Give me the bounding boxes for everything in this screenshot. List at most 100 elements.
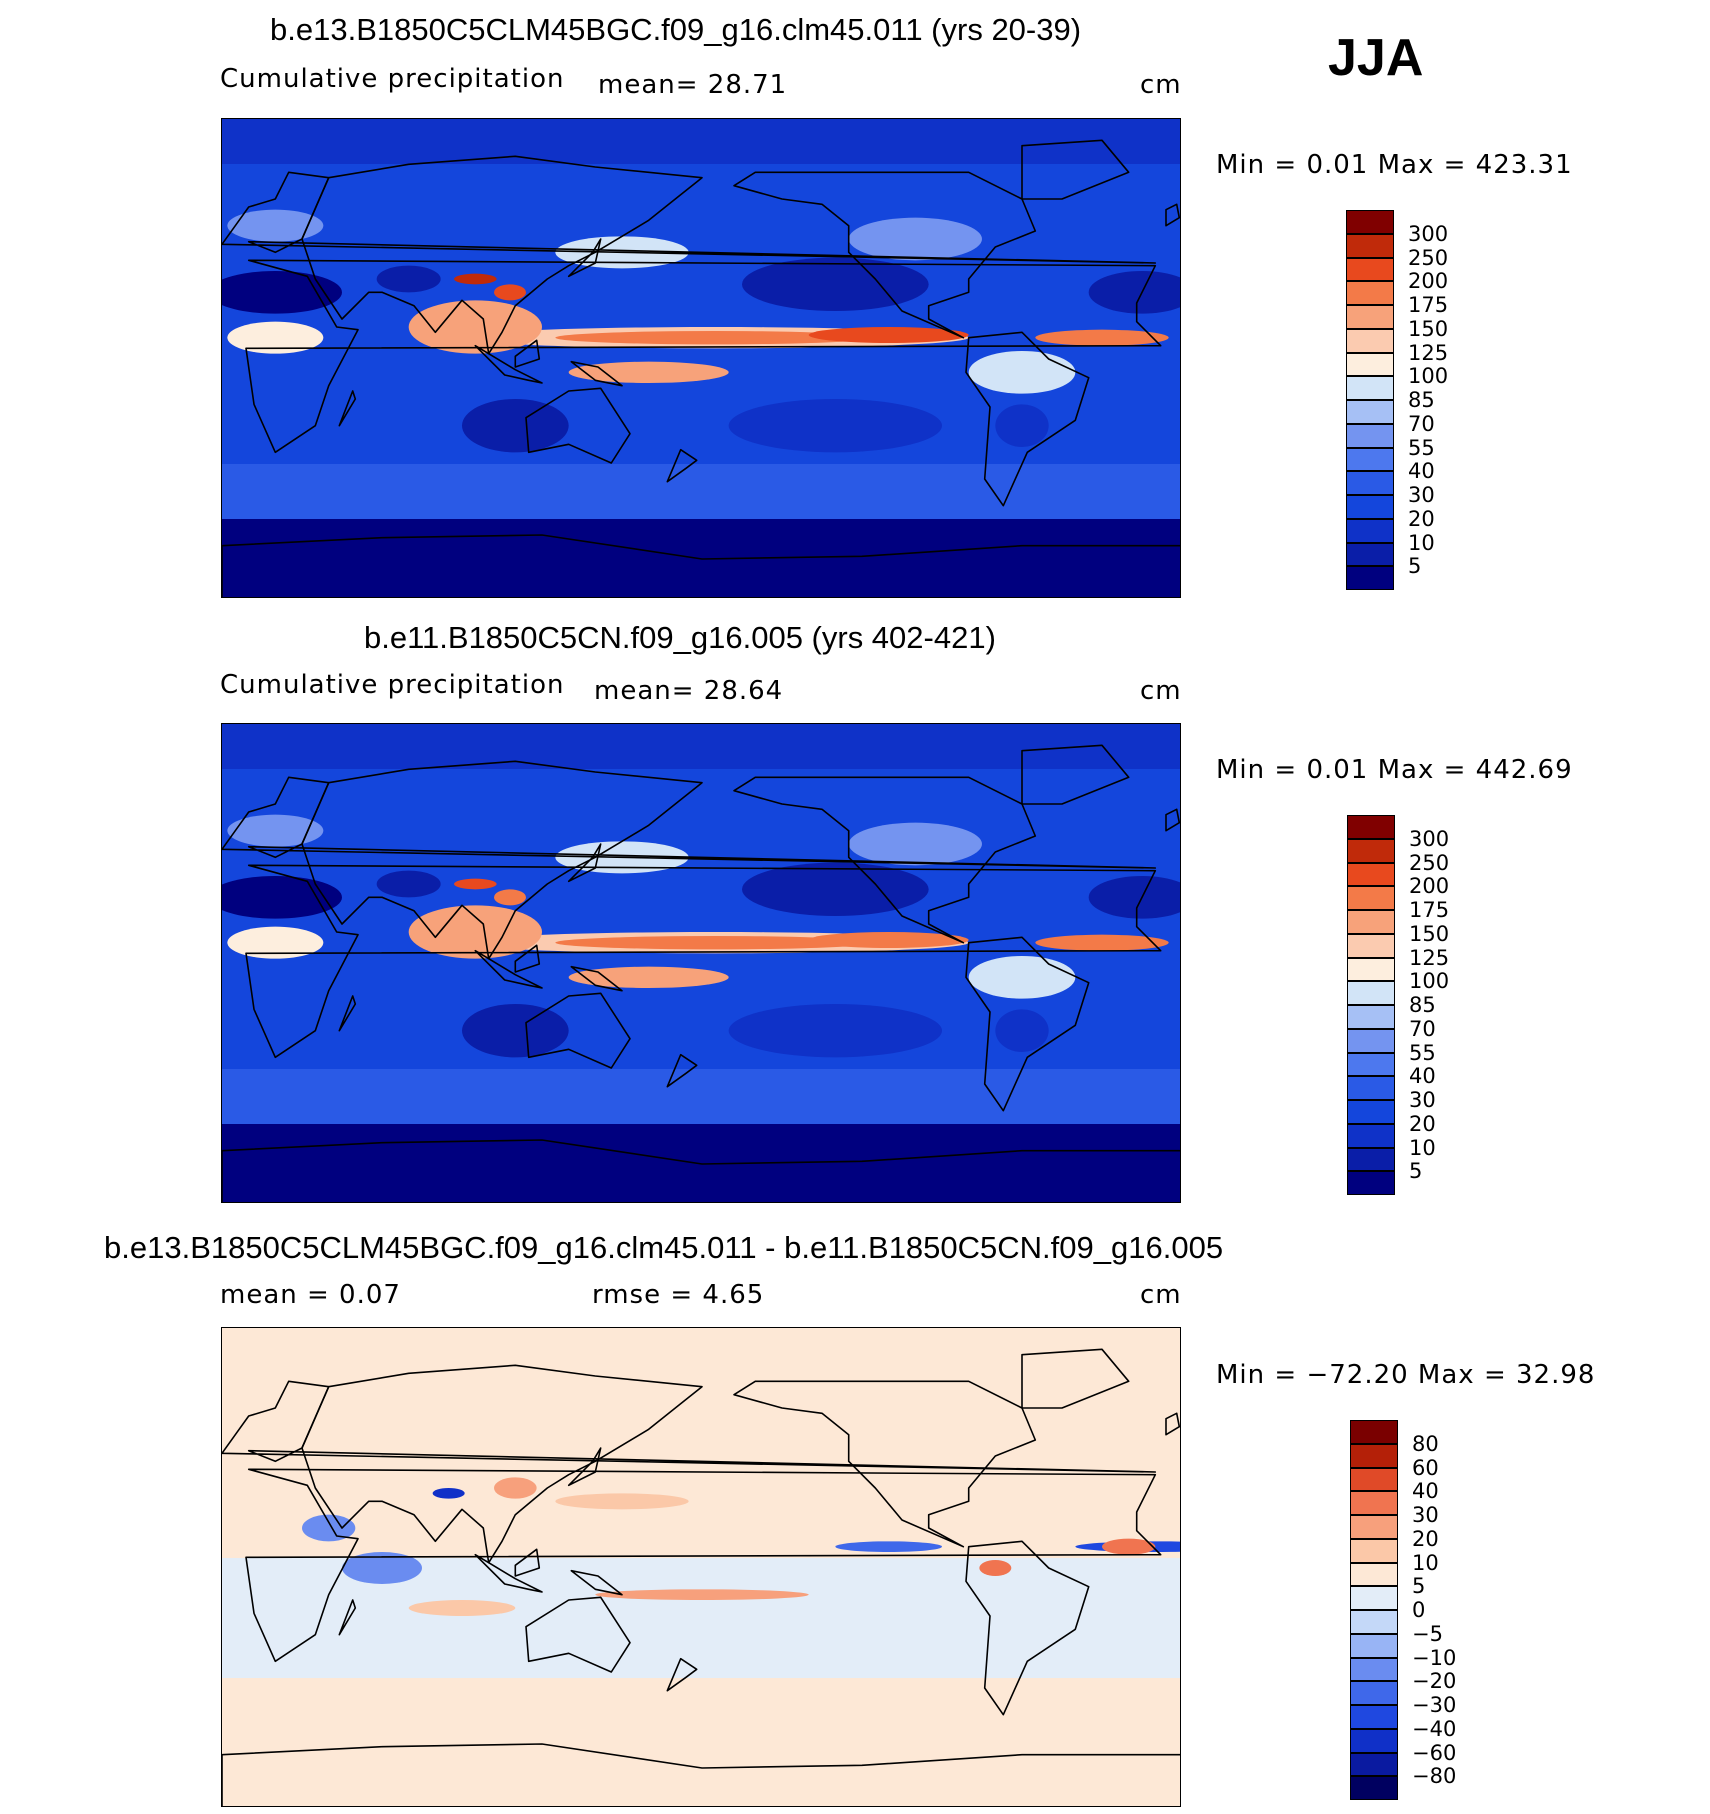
colorbar-tick-label: 300 xyxy=(1409,826,1450,851)
coastline xyxy=(245,259,1162,454)
colorbar-tick-label: 40 xyxy=(1409,1064,1436,1089)
wet-region xyxy=(568,361,729,383)
wet-region xyxy=(494,889,526,906)
colorbar-tick-label: −5 xyxy=(1412,1621,1443,1646)
colorbar-tick-label: 40 xyxy=(1408,459,1435,484)
coastline xyxy=(474,344,543,384)
wet-region xyxy=(454,273,497,285)
colorbar-tick-label: 0 xyxy=(1412,1598,1426,1622)
colorbar-tick-label: 30 xyxy=(1408,483,1435,507)
colorbar-tick-label: −20 xyxy=(1412,1669,1457,1694)
colorbar-swatch xyxy=(1350,1467,1398,1492)
storm-track-band xyxy=(222,1069,1180,1124)
coastline xyxy=(474,949,543,989)
colorbar-swatch xyxy=(1346,495,1394,519)
colorbar-tick-label: 70 xyxy=(1408,411,1435,436)
colorbar-swatch xyxy=(1346,352,1394,377)
colorbar-tick-label: 5 xyxy=(1412,1574,1426,1599)
colorbar-swatch xyxy=(1346,471,1394,495)
coastline xyxy=(222,1380,1157,1473)
colorbar-swatch xyxy=(1350,1562,1398,1587)
colorbar-tick-label: 125 xyxy=(1409,945,1450,970)
positive-anomaly xyxy=(1102,1538,1156,1555)
dry-region xyxy=(462,1004,569,1058)
colorbar-swatch xyxy=(1346,566,1394,590)
coastline xyxy=(338,390,357,427)
colorbar-swatch xyxy=(1350,1681,1398,1705)
colorbar-swatch xyxy=(1350,1610,1398,1634)
panel-3-map xyxy=(221,1327,1181,1807)
colorbar-tick-label: 5 xyxy=(1408,554,1422,579)
colorbar-swatch xyxy=(1347,838,1395,863)
colorbar-tick-label: 200 xyxy=(1408,269,1449,294)
panel-3-mean-label: mean = 0.07 xyxy=(220,1280,401,1310)
wet-region xyxy=(968,351,1076,394)
coastline xyxy=(525,992,631,1069)
colorbar-swatch xyxy=(1346,328,1394,353)
colorbar-tick-label: 20 xyxy=(1412,1526,1439,1551)
panel-2-map xyxy=(221,723,1181,1203)
panel-2-mean-label: mean= 28.64 xyxy=(594,676,784,706)
arctic-band xyxy=(222,119,1180,164)
colorbar-swatch xyxy=(1346,210,1394,234)
colorbar-swatch xyxy=(1346,281,1394,305)
positive-anomaly xyxy=(494,1477,537,1499)
colorbar-tick-label: 5 xyxy=(1409,1159,1423,1184)
colorbar-swatch xyxy=(1346,542,1394,567)
dry-region xyxy=(728,1004,942,1058)
colorbar-tick-label: 100 xyxy=(1409,969,1450,994)
coastline xyxy=(1021,1348,1130,1409)
coastline xyxy=(301,760,703,960)
panel-1-variable-label: Cumulative precipitation xyxy=(220,64,565,94)
panel-2-units-label: cm xyxy=(1140,676,1182,706)
wet-region xyxy=(227,321,324,354)
colorbar-tick-label: 250 xyxy=(1408,245,1449,270)
colorbar-swatch xyxy=(1350,1420,1398,1444)
coastline xyxy=(222,1139,1180,1202)
colorbar-swatch xyxy=(1350,1515,1398,1539)
coastline xyxy=(666,448,698,483)
wet-region xyxy=(408,905,542,959)
panel-1-units-label: cm xyxy=(1140,70,1182,100)
colorbar-tick-label: 150 xyxy=(1408,316,1449,341)
coastline xyxy=(1021,139,1130,200)
coastline xyxy=(965,1540,1090,1716)
colorbar-swatch xyxy=(1350,1705,1398,1729)
positive-anomaly xyxy=(555,1493,689,1510)
colorbar-tick-label: 85 xyxy=(1408,388,1435,412)
coastline xyxy=(525,1596,631,1673)
colorbar-tick-label: 100 xyxy=(1408,364,1449,389)
coastline xyxy=(567,1447,602,1487)
season-label: JJA xyxy=(1328,29,1424,87)
colorbar-swatch xyxy=(1346,233,1394,258)
colorbar-swatch xyxy=(1350,1633,1398,1658)
panel-3-colorbar: 80 60 40 30 20 10 5 0 −5 −10 −20 −30 −40 −60 −80 xyxy=(1350,1420,1456,1800)
wet-region xyxy=(454,878,497,890)
panel-2-title: b.e11.B1850C5CN.f09_g16.005 (yrs 402-421… xyxy=(364,620,996,655)
colorbar-tick-label: 150 xyxy=(1409,921,1450,946)
colorbar-swatch xyxy=(1350,1728,1398,1753)
coastline xyxy=(245,1468,1162,1663)
polar-band xyxy=(222,1124,1180,1202)
colorbar-tick-label: 20 xyxy=(1408,506,1435,531)
panel-3-title: b.e13.B1850C5CLM45BGC.f09_g16.clm45.011 … xyxy=(104,1230,1224,1265)
dry-region xyxy=(742,257,929,311)
coastline xyxy=(965,331,1090,507)
colorbar-swatch xyxy=(1347,981,1395,1005)
coastline xyxy=(474,1553,543,1593)
colorbar-tick-label: −40 xyxy=(1412,1716,1457,1741)
positive-anomaly xyxy=(408,1600,516,1616)
panel-1-map xyxy=(221,118,1181,598)
colorbar-tick-label: 10 xyxy=(1409,1135,1436,1160)
panel-1-title: b.e13.B1850C5CLM45BGC.f09_g16.clm45.011 … xyxy=(270,12,1082,47)
coastline xyxy=(965,936,1090,1112)
colorbar-tick-label: 300 xyxy=(1408,221,1449,246)
colorbar-swatch xyxy=(1347,957,1395,982)
colorbar-tick-label: −60 xyxy=(1412,1740,1457,1765)
colorbar-tick-label: 125 xyxy=(1408,340,1449,365)
coastline xyxy=(666,1657,698,1692)
colorbar-swatch xyxy=(1350,1491,1398,1515)
wet-region xyxy=(1035,934,1169,951)
colorbar-swatch xyxy=(1347,910,1395,934)
coastline xyxy=(733,776,1037,944)
